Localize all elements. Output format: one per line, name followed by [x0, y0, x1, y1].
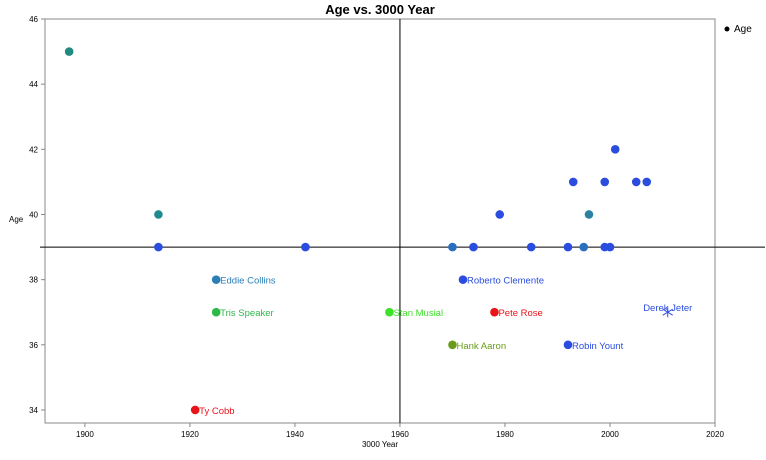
data-label: Eddie Collins	[220, 276, 276, 287]
data-label: Derek Jeter	[643, 303, 692, 314]
y-tick-label: 34	[29, 406, 38, 415]
x-axis-label: 3000 Year	[362, 440, 398, 449]
data-point	[610, 145, 620, 154]
data-label: Robin Yount	[572, 341, 624, 352]
y-tick-label: 40	[29, 210, 38, 219]
data-point	[568, 177, 578, 187]
data-point	[64, 47, 74, 56]
data-point	[211, 307, 221, 317]
data-point	[526, 242, 536, 252]
data-point	[563, 340, 573, 350]
x-tick-label: 1980	[496, 430, 514, 439]
data-point	[154, 210, 163, 219]
chart-title: Age vs. 3000 Year	[325, 2, 435, 17]
data-point	[448, 340, 457, 350]
data-point	[642, 177, 652, 187]
data-point	[563, 242, 573, 252]
data-label: Ty Cobb	[199, 406, 234, 417]
y-tick-label: 36	[29, 341, 38, 350]
data-point	[190, 405, 200, 415]
data-label: Tris Speaker	[220, 308, 273, 319]
y-tick-label: 46	[29, 15, 38, 24]
x-tick-label: 1920	[181, 430, 199, 439]
x-tick-label: 2000	[601, 430, 619, 439]
x-tick-label: 1900	[76, 430, 94, 439]
data-point	[458, 275, 468, 284]
y-axis-label: Age	[9, 215, 24, 224]
data-point	[584, 210, 594, 219]
y-tick-label: 44	[29, 80, 38, 89]
data-point-asterisk	[662, 308, 674, 316]
x-tick-label: 2020	[706, 430, 724, 439]
data-point	[631, 177, 641, 187]
data-point	[211, 275, 221, 284]
data-point	[490, 307, 499, 317]
data-point	[495, 210, 505, 219]
plot-frame	[44, 18, 716, 424]
y-tick-label: 38	[29, 276, 38, 285]
data-point	[301, 242, 310, 252]
data-point	[600, 177, 610, 187]
data-point	[448, 242, 457, 252]
data-point	[154, 242, 163, 252]
x-tick-label: 1960	[391, 430, 409, 439]
data-point	[469, 242, 478, 252]
data-label: Pete Rose	[498, 308, 542, 319]
data-point	[385, 307, 394, 317]
legend-entry[interactable]: Age	[734, 24, 752, 35]
y-tick-label: 42	[29, 145, 38, 154]
data-label: Stan Musial	[393, 308, 443, 319]
x-tick-label: 1940	[286, 430, 304, 439]
data-label: Hank Aaron	[456, 341, 506, 352]
data-label: Roberto Clemente	[467, 276, 544, 287]
legend-marker	[724, 26, 730, 32]
data-point	[605, 242, 615, 252]
data-point	[579, 242, 589, 252]
